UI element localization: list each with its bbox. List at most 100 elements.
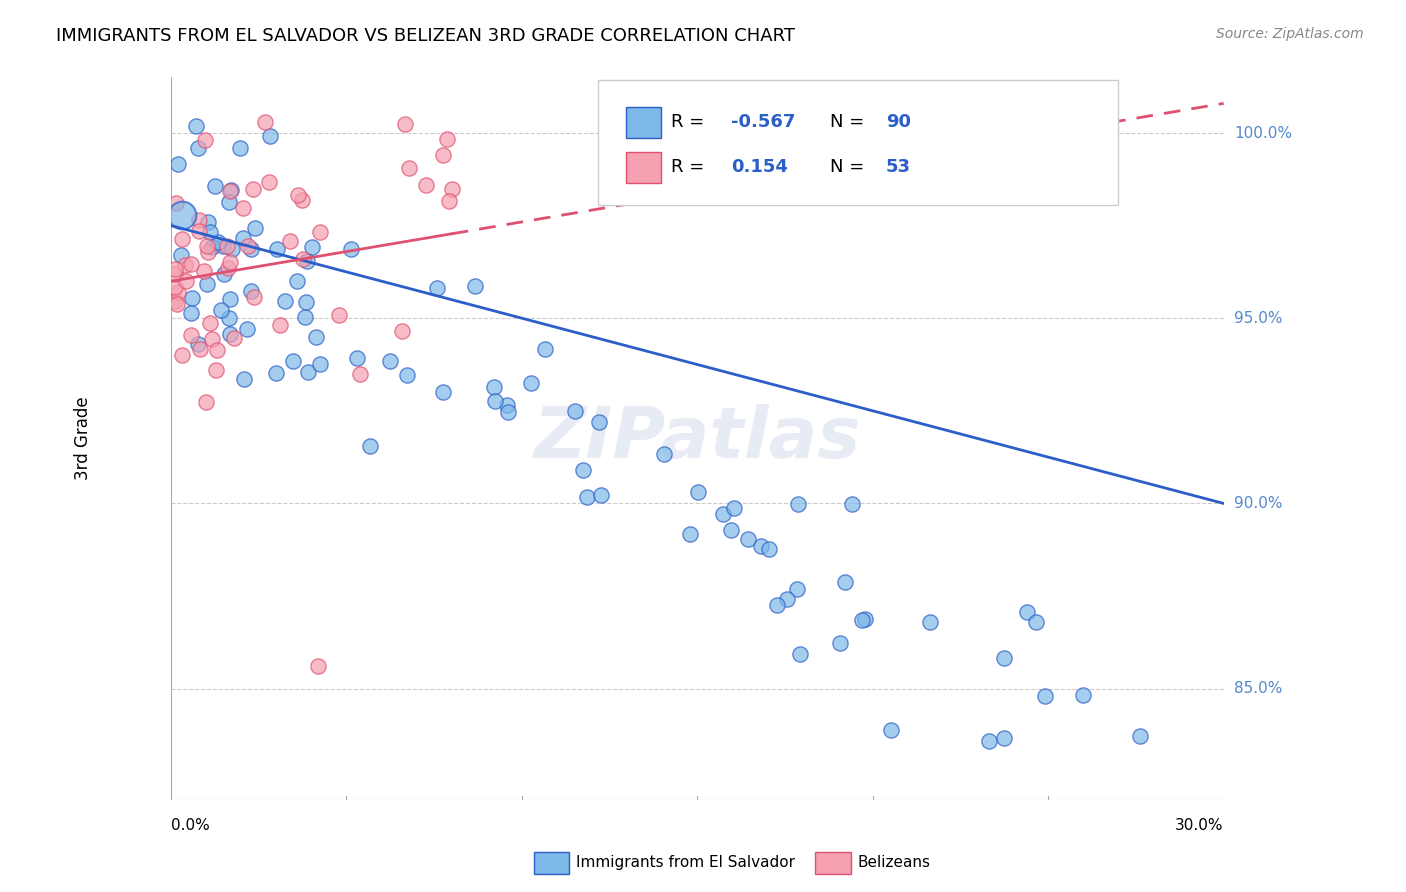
Point (253, 115, 276, 129)
Point (294, 310, 316, 325)
Point (278, 234, 301, 248)
Point (180, 327, 202, 342)
Point (259, 175, 281, 189)
Text: 30.0%: 30.0% (1175, 818, 1223, 833)
Text: Source: ZipAtlas.com: Source: ZipAtlas.com (1216, 27, 1364, 41)
Point (274, 293, 297, 308)
Point (484, 380, 506, 394)
Point (572, 463, 595, 477)
Point (295, 254, 318, 268)
Point (307, 659, 329, 673)
Point (217, 261, 239, 276)
Point (437, 194, 460, 208)
Point (165, 195, 187, 210)
Text: 95.0%: 95.0% (1234, 310, 1282, 326)
Point (359, 439, 381, 453)
Point (236, 322, 259, 336)
Point (346, 351, 368, 366)
Point (737, 532, 759, 546)
Point (166, 296, 188, 310)
Point (242, 289, 264, 303)
Point (218, 184, 240, 198)
Point (204, 179, 226, 194)
Point (1033, 689, 1056, 703)
Point (195, 277, 218, 291)
Point (711, 508, 734, 522)
Point (496, 405, 519, 419)
Point (233, 372, 256, 386)
Point (349, 367, 371, 381)
Point (219, 183, 242, 197)
Point (287, 187, 309, 202)
Point (588, 415, 610, 429)
Point (194, 133, 217, 147)
Point (297, 366, 319, 380)
Point (432, 384, 454, 399)
Point (239, 284, 262, 298)
Point (197, 239, 219, 253)
Point (170, 248, 193, 262)
Point (340, 242, 363, 256)
Point (232, 201, 254, 215)
Point (1024, 615, 1046, 629)
Point (378, 353, 401, 368)
Point (170, 231, 193, 245)
Text: R =: R = (671, 158, 716, 176)
Point (281, 353, 304, 368)
Point (853, 612, 876, 626)
Point (229, 141, 252, 155)
Point (219, 293, 242, 307)
Point (170, 207, 193, 221)
Point (688, 485, 710, 500)
Point (834, 574, 856, 589)
Point (201, 332, 224, 346)
Text: 90: 90 (886, 113, 911, 131)
Point (394, 116, 416, 130)
Point (187, 141, 209, 155)
Point (269, 318, 291, 333)
Point (205, 363, 228, 377)
Point (264, 366, 287, 380)
Point (218, 311, 240, 326)
Point (1129, 729, 1152, 743)
Point (218, 194, 240, 209)
Text: 53: 53 (886, 158, 911, 176)
Point (295, 295, 318, 310)
Point (174, 258, 197, 272)
Point (197, 215, 219, 229)
Point (218, 327, 240, 342)
Point (215, 239, 238, 253)
Point (221, 243, 243, 257)
Point (652, 447, 675, 461)
Point (201, 239, 224, 253)
Point (841, 497, 863, 511)
Point (207, 235, 229, 249)
Point (170, 348, 193, 362)
Point (391, 324, 413, 338)
Point (305, 329, 328, 343)
Point (188, 213, 211, 227)
Point (180, 306, 202, 320)
Point (212, 238, 235, 252)
Text: 3rd Grade: 3rd Grade (75, 397, 93, 481)
Point (787, 497, 810, 511)
Point (880, 723, 903, 738)
Point (395, 368, 418, 382)
Point (181, 291, 204, 305)
Point (426, 280, 449, 294)
Point (415, 178, 437, 193)
Point (193, 264, 215, 278)
Point (993, 650, 1015, 665)
Point (328, 308, 350, 322)
Point (440, 182, 463, 196)
Point (723, 500, 745, 515)
Text: 90.0%: 90.0% (1234, 496, 1282, 511)
Point (285, 274, 308, 288)
Point (214, 267, 236, 281)
Point (977, 734, 1000, 748)
Point (575, 491, 598, 505)
Point (167, 285, 190, 299)
Point (197, 245, 219, 260)
Point (432, 148, 454, 162)
Point (187, 337, 209, 351)
